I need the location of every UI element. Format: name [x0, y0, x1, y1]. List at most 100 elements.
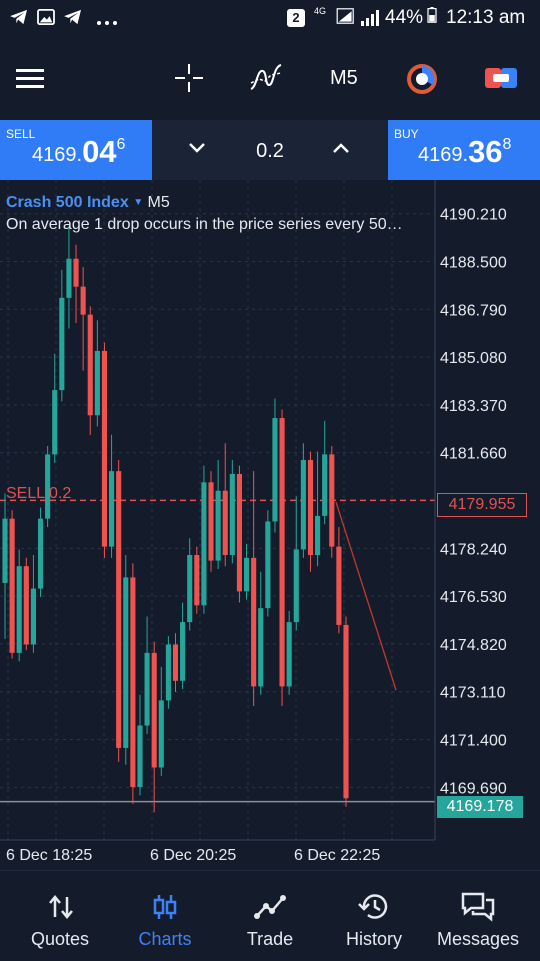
candle-body [187, 555, 193, 623]
candle-body [73, 258, 79, 287]
candle-body [322, 454, 328, 516]
candle [265, 510, 271, 617]
candle-body [52, 390, 58, 455]
buy-button[interactable]: BUY 4169.368 [388, 120, 540, 180]
history-icon [358, 894, 388, 919]
position-label[interactable]: SELL 0.2 [6, 485, 72, 502]
candle-body [236, 473, 242, 592]
candle [258, 571, 264, 695]
nav-label: History [345, 929, 402, 949]
candle-body [2, 518, 8, 583]
candle-body [172, 644, 179, 681]
candle-body [215, 490, 221, 561]
price-chart[interactable]: 4190.210 4188.500 4186.790 4185.080 4183.370… [0, 180, 540, 870]
indicators-icon[interactable] [249, 63, 283, 93]
x-tick-label: 6 Dec 22:25 [294, 847, 380, 864]
volume-control: 0.2 [152, 120, 388, 180]
y-tick-label: 4188.500 [440, 255, 507, 272]
candle [30, 555, 36, 653]
candle-body [87, 314, 93, 416]
candle-body [59, 297, 65, 391]
charts-icon [153, 895, 177, 919]
trade-toggle-icon[interactable] [484, 65, 518, 91]
candle-body [101, 350, 108, 547]
candle-body [293, 549, 299, 623]
nav-history[interactable]: History [320, 871, 428, 961]
chevron-up-icon[interactable] [332, 142, 350, 154]
candle [123, 555, 129, 765]
nav-charts[interactable]: Charts [111, 871, 219, 961]
candle [59, 269, 65, 402]
symbol-name[interactable]: Crash 500 Index [6, 194, 129, 211]
volume-value[interactable]: 0.2 [256, 140, 284, 162]
y-tick-label: 4174.820 [440, 637, 507, 654]
timer-icon[interactable] [406, 63, 438, 95]
candle [116, 459, 122, 762]
nav-label: Messages [436, 929, 520, 949]
candle [158, 666, 164, 776]
y-tick-label: 4186.790 [440, 302, 507, 319]
candle-body [201, 482, 207, 606]
candle [137, 694, 143, 796]
candle [2, 493, 8, 639]
candle-body [109, 471, 115, 547]
network-type: 4G [314, 6, 327, 16]
candle-body [16, 566, 22, 653]
candle [165, 636, 171, 709]
y-tick-label: 4173.110 [440, 685, 506, 702]
candle [251, 471, 257, 706]
candle-body [329, 454, 335, 547]
candle-body [286, 622, 292, 687]
candle [279, 409, 285, 706]
candle-body [300, 459, 306, 550]
candle-body [251, 557, 257, 687]
sell-price: 4169.046 [32, 134, 126, 169]
y-tick-label: 4176.530 [440, 589, 507, 606]
crosshair-icon[interactable] [173, 62, 205, 94]
sell-button[interactable]: SELL 4169.046 [0, 120, 152, 180]
candle [66, 227, 72, 329]
candle [9, 510, 15, 659]
status-bar: 2 4G 44% 12:13 am [0, 0, 540, 36]
nav-messages[interactable]: Messages [424, 871, 532, 961]
candle [87, 306, 93, 435]
buy-price: 4169.368 [418, 134, 512, 169]
candle [151, 641, 157, 813]
trendline[interactable] [335, 501, 397, 691]
current-price-tag: 4169.178 [437, 796, 523, 818]
trade-icon [254, 895, 286, 919]
nav-trade[interactable]: Trade [216, 871, 324, 961]
nav-quotes[interactable]: Quotes [6, 871, 114, 961]
candle-body [151, 652, 157, 768]
candle-body [66, 258, 72, 298]
sim-badge: 2 [287, 9, 305, 27]
symbol-description: On average 1 drop occurs in the price se… [6, 216, 403, 233]
nav-label: Quotes [30, 929, 90, 949]
candle [180, 602, 186, 690]
candle [307, 451, 314, 572]
symbol-dropdown-icon[interactable]: ▼ [133, 197, 144, 208]
y-tick-label: 4169.690 [440, 780, 507, 797]
candle-body [30, 588, 36, 645]
timeframe-button[interactable]: M5 [330, 67, 358, 89]
candle-body [265, 521, 271, 609]
x-tick-label: 6 Dec 20:25 [150, 847, 236, 864]
candle [215, 459, 221, 569]
chevron-down-icon[interactable] [188, 142, 206, 154]
y-tick-label: 4181.660 [440, 446, 507, 463]
menu-icon[interactable] [16, 68, 44, 88]
candle [315, 451, 321, 567]
gallery-icon [37, 9, 55, 25]
candle-body [165, 644, 171, 701]
sell-label: SELL [6, 127, 36, 141]
candle-body [229, 473, 235, 556]
candle [229, 459, 235, 564]
candle [293, 496, 299, 631]
candle [208, 471, 214, 572]
buy-label: BUY [394, 127, 419, 141]
x-tick-label: 6 Dec 18:25 [6, 847, 92, 864]
battery-icon [427, 7, 437, 23]
candle-body [144, 652, 150, 726]
signal-bars-icon [361, 10, 379, 26]
candlestick-chart[interactable]: 4190.210 4188.500 4186.790 4185.080 4183.370… [0, 180, 540, 870]
